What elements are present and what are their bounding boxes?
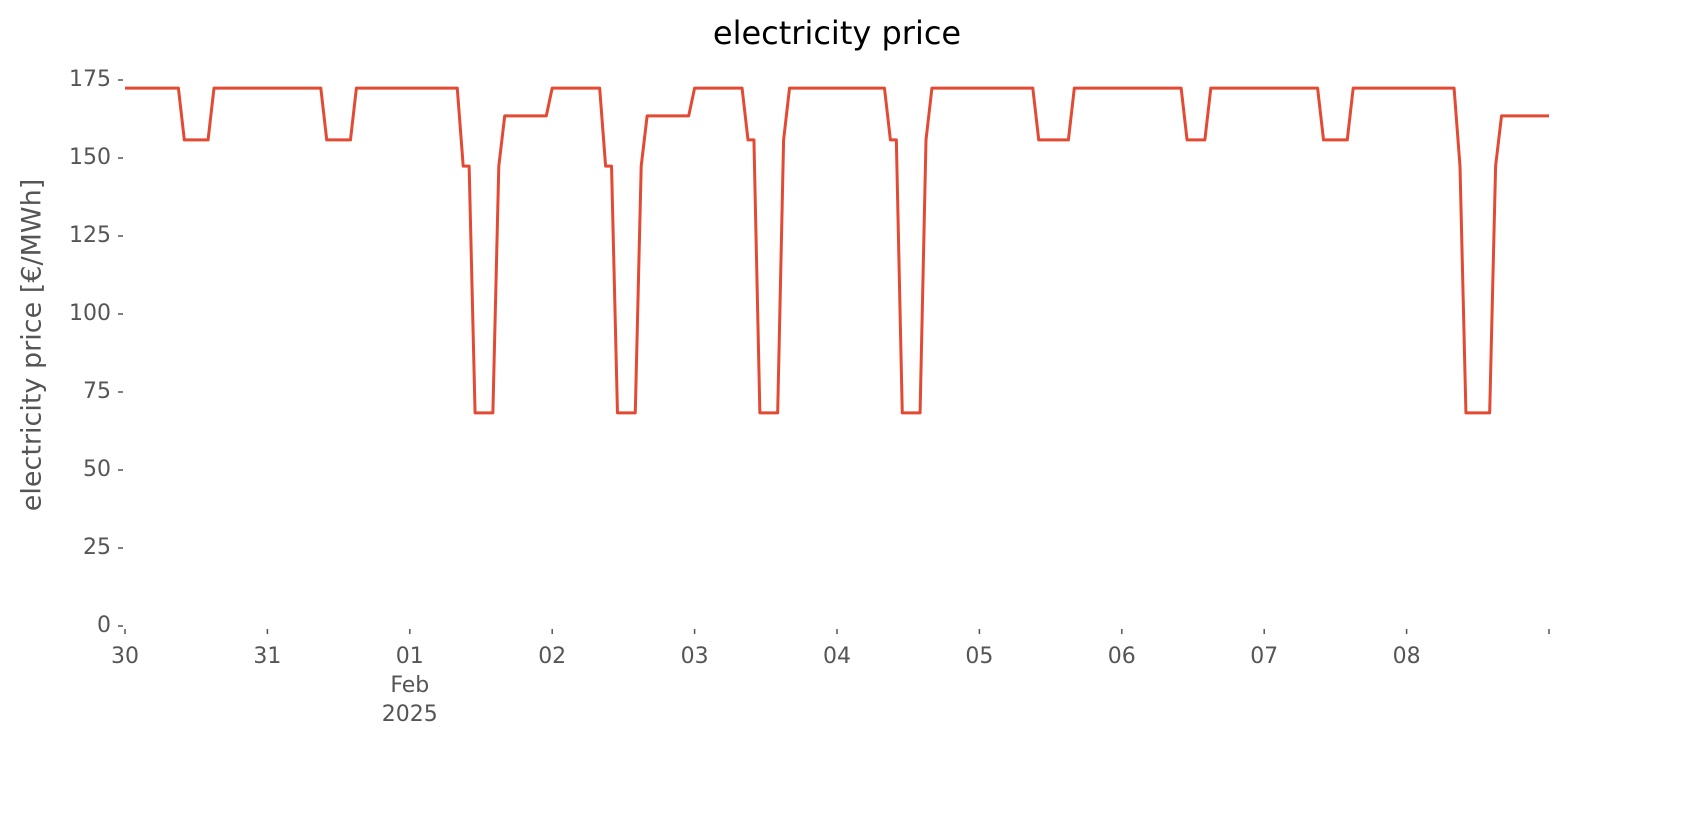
x-tick-label-line: 04	[823, 644, 851, 669]
x-tick-label-line: 06	[1108, 644, 1136, 669]
x-tick-label-line: 02	[538, 644, 566, 669]
chart-title: electricity price	[713, 14, 961, 52]
x-tick-label: 04	[823, 644, 851, 669]
x-tick-label: 02	[538, 644, 566, 669]
x-tick-label-line: 05	[965, 644, 993, 669]
x-tick-label-line: 2025	[382, 702, 438, 727]
y-tick-label: 125	[69, 223, 111, 248]
y-axis-label: electricity price [€/MWh]	[17, 179, 48, 511]
y-tick-label: 50	[83, 457, 111, 482]
x-tick-label: 31	[253, 644, 281, 669]
x-tick-label: 01 Feb 2025	[382, 644, 438, 727]
x-tick-label-line: 30	[111, 644, 139, 669]
price-line	[125, 86, 1549, 415]
x-tick-label-line: Feb	[390, 673, 429, 698]
y-tick-label: 100	[69, 301, 111, 326]
x-tick-label: 06	[1108, 644, 1136, 669]
x-tick-label: 30	[111, 644, 139, 669]
x-tick-label: 07	[1250, 644, 1278, 669]
x-tick-label-line: 07	[1250, 644, 1278, 669]
x-tick-label-line: 31	[253, 644, 281, 669]
x-tick-label: 03	[681, 644, 709, 669]
x-tick-label-line: 01	[396, 644, 424, 669]
y-tick-label: 75	[83, 379, 111, 404]
x-tick-label-line: 03	[681, 644, 709, 669]
y-tick-label: 25	[83, 535, 111, 560]
x-tick-label: 05	[965, 644, 993, 669]
x-tick-label: 08	[1393, 644, 1421, 669]
x-tick-label-line: 08	[1393, 644, 1421, 669]
y-tick-label: 0	[97, 613, 111, 638]
y-tick-label: 150	[69, 145, 111, 170]
y-tick-label: 175	[69, 67, 111, 92]
